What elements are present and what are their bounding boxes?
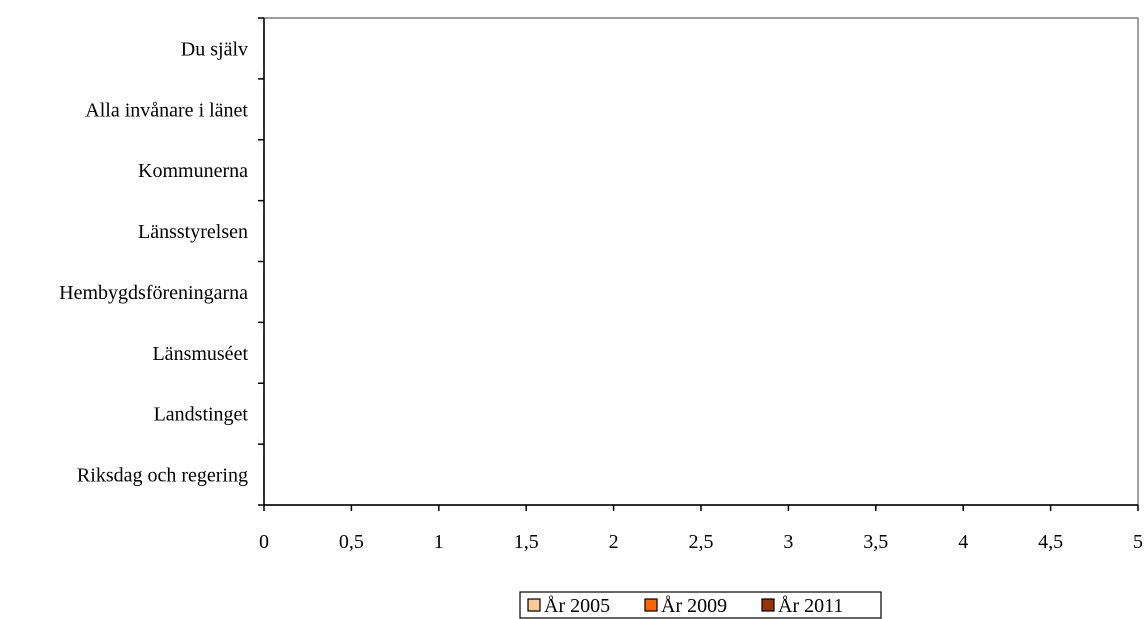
legend-swatch xyxy=(644,598,658,612)
category-label: Länsmuséet xyxy=(152,343,248,365)
x-tick-label: 0,5 xyxy=(339,531,364,553)
category-label: Alla invånare i länet xyxy=(85,99,248,121)
x-tick-label: 4 xyxy=(958,531,968,553)
category-label: Länsstyrelsen xyxy=(138,221,248,243)
x-tick-label: 3 xyxy=(783,531,793,553)
legend: År 2005 År 2009 År 2011 xyxy=(519,591,882,619)
axes xyxy=(258,17,1139,511)
legend-swatch xyxy=(761,598,775,612)
legend-label: År 2005 xyxy=(544,595,610,617)
legend-box xyxy=(519,591,882,619)
x-tick-label: 4,5 xyxy=(1038,531,1063,553)
x-tick-label: 1 xyxy=(434,531,444,553)
x-tick-labels: 0 0,5 1 1,5 2 2,5 3 3,5 4 4,5 5 xyxy=(259,531,1143,553)
x-tick-label: 5 xyxy=(1133,531,1143,553)
category-labels: Du själv Alla invånare i länet Kommunerna L… xyxy=(59,38,248,486)
legend-label: År 2011 xyxy=(778,595,843,617)
category-label: Kommunerna xyxy=(138,160,248,182)
category-label: Hembygdsföreningarna xyxy=(59,282,248,304)
category-label: Du själv xyxy=(181,38,248,60)
x-tick-label: 3,5 xyxy=(863,531,888,553)
x-tick-label: 0 xyxy=(259,531,269,553)
legend-swatch xyxy=(527,598,541,612)
category-label: Landstinget xyxy=(154,404,249,426)
category-label: Riksdag och regering xyxy=(77,465,248,487)
x-tick-label: 1,5 xyxy=(514,531,539,553)
x-tick-label: 2,5 xyxy=(689,531,714,553)
plot-area xyxy=(263,17,1139,506)
legend-label: År 2009 xyxy=(661,595,727,617)
x-tick-label: 2 xyxy=(609,531,619,553)
